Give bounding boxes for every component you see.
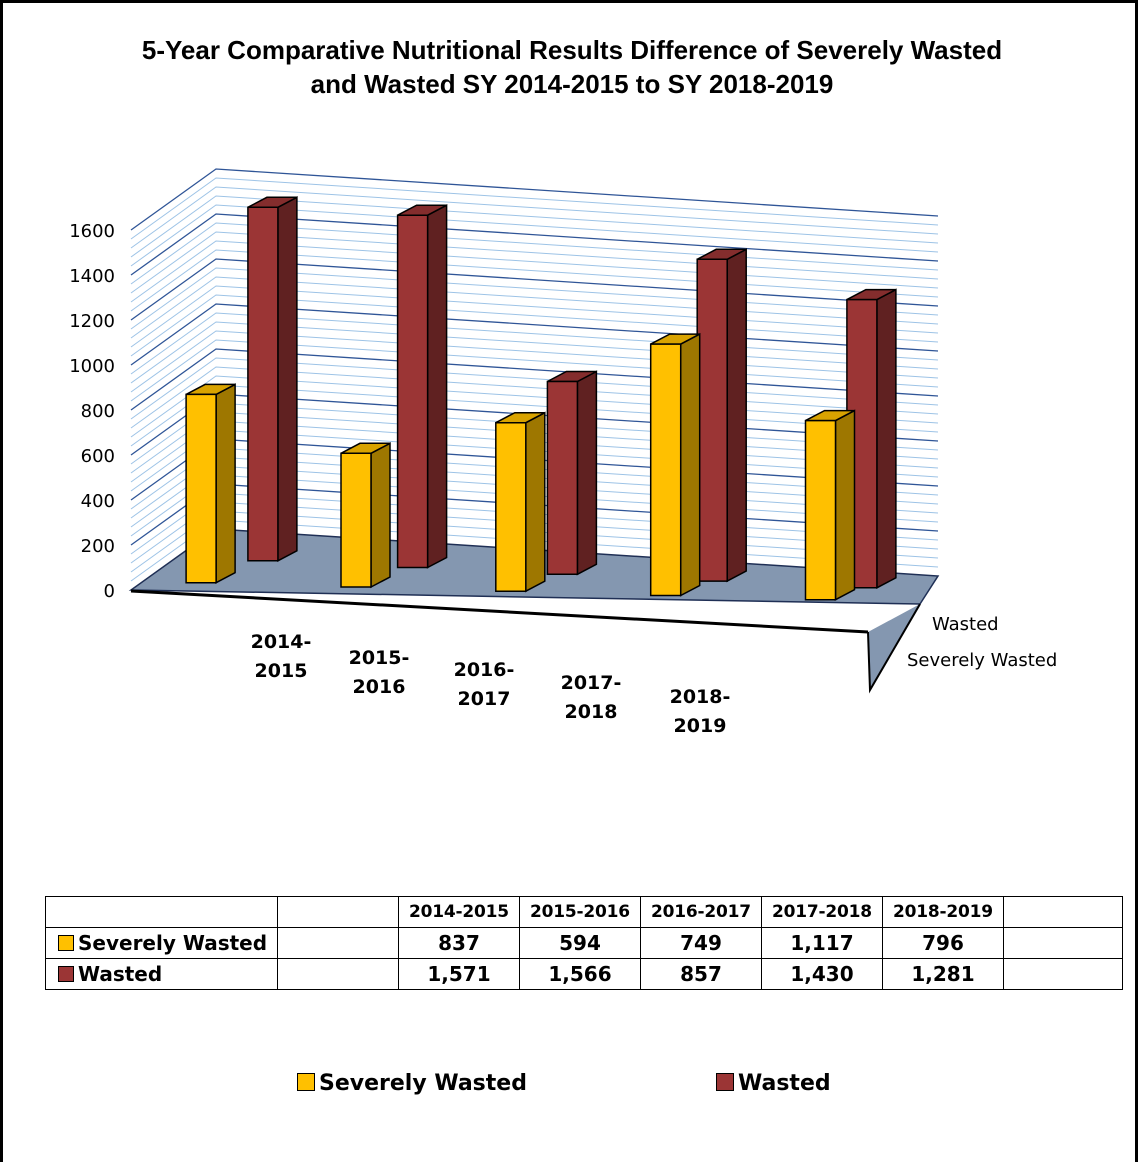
- table-cell: 1,571: [398, 958, 520, 990]
- legend-label: Wasted: [738, 1071, 831, 1096]
- severely-wasted-bar: [649, 343, 682, 597]
- minor-gridline: [130, 222, 939, 285]
- floor-right-edge: [867, 603, 921, 694]
- x-category-label: 2016: [353, 676, 406, 698]
- x-category-label: 2019: [674, 715, 727, 737]
- x-category-label: 2018: [565, 701, 618, 723]
- depth-axis-label: Severely Wasted: [907, 650, 1057, 671]
- minor-gridline: [130, 186, 939, 249]
- legend-item-wasted: Wasted: [716, 1071, 831, 1096]
- table-header-2015-2016: 2015-2016: [519, 896, 641, 928]
- y-tick-label: 600: [81, 446, 115, 467]
- y-tick-label: 1400: [69, 266, 115, 287]
- minor-gridline: [130, 177, 939, 240]
- table-cell: 1,117: [761, 927, 883, 959]
- data-table: 2014-2015 2015-2016 2016-2017 2017-2018 …: [45, 896, 1123, 990]
- severely-wasted-bar: [804, 419, 837, 601]
- severely-wasted-bar-side: [525, 411, 546, 593]
- table-cell: 594: [519, 927, 641, 959]
- table-row-label: Severely Wasted: [45, 927, 278, 959]
- wasted-bar: [696, 258, 728, 582]
- x-category-label: 2017: [458, 688, 511, 710]
- table-cell: 1,281: [882, 958, 1004, 990]
- wasted-bar: [396, 214, 429, 569]
- y-tick-label: 800: [81, 401, 115, 422]
- table-header-2014-2015: 2014-2015: [398, 896, 520, 928]
- y-tick-label: 0: [104, 581, 115, 602]
- x-category-label: 2018-: [670, 686, 731, 708]
- minor-gridline: [130, 195, 939, 258]
- table-empty-cell: [277, 958, 399, 990]
- table-row-label: Wasted: [45, 958, 278, 990]
- chart-title: 5-Year Comparative Nutritional Results D…: [3, 33, 1135, 101]
- severely-wasted-bar-side: [215, 383, 236, 584]
- table-cell: 749: [640, 927, 762, 959]
- wasted-bar-side: [726, 248, 747, 583]
- y-tick-label: 400: [81, 491, 115, 512]
- table-cell: 1,430: [761, 958, 883, 990]
- minor-gridline: [130, 204, 939, 267]
- x-category-label: 2014-: [251, 631, 312, 653]
- severely-wasted-bar-side: [679, 332, 701, 597]
- y-tick-label: 1200: [69, 311, 115, 332]
- table-corner-cell: [45, 896, 278, 928]
- table-empty-cell: [1003, 927, 1123, 959]
- severely-wasted-swatch-icon: [58, 935, 74, 951]
- chart-title-line-2: and Wasted SY 2014-2015 to SY 2018-2019: [310, 69, 834, 99]
- wasted-bar-side: [876, 288, 897, 590]
- table-empty-cell: [1003, 958, 1123, 990]
- floor-front-edge: [130, 589, 869, 634]
- severely-wasted-bar-side: [370, 442, 391, 589]
- table-empty-header-cell: [277, 896, 399, 928]
- table-cell: 796: [882, 927, 1004, 959]
- table-row-severely-wasted: Severely Wasted 837 594 749 1,117 796: [45, 927, 1123, 959]
- x-category-label: 2015: [255, 660, 308, 682]
- wasted-bar-side: [277, 196, 298, 563]
- severely-wasted-bar: [340, 452, 372, 588]
- y-tick-label: 1600: [69, 221, 115, 242]
- major-gridline: [130, 168, 939, 231]
- table-cell: 837: [398, 927, 520, 959]
- table-header-2018-2019: 2018-2019: [882, 896, 1004, 928]
- y-tick-label: 200: [81, 536, 115, 557]
- table-empty-header-cell: [1003, 896, 1123, 928]
- chart-plot-area: 0 200 400 600 800 1000 1200 1400 1600 2014- 2015 20…: [69, 168, 1057, 737]
- table-header-2016-2017: 2016-2017: [640, 896, 762, 928]
- table-empty-cell: [277, 927, 399, 959]
- severely-wasted-legend-swatch-icon: [297, 1073, 315, 1091]
- x-category-label: 2016-: [454, 659, 515, 681]
- depth-axis-label: Wasted: [932, 614, 999, 635]
- severely-wasted-bar: [185, 393, 217, 584]
- legend-item-severely-wasted: Severely Wasted: [297, 1071, 527, 1096]
- wasted-legend-swatch-icon: [716, 1073, 734, 1091]
- wasted-swatch-icon: [58, 966, 74, 982]
- x-category-label: 2017-: [561, 672, 622, 694]
- table-row-wasted: Wasted 1,571 1,566 857 1,430 1,281: [45, 958, 1123, 990]
- wasted-bar: [247, 206, 279, 562]
- table-cell: 857: [640, 958, 762, 990]
- table-cell: 1,566: [519, 958, 641, 990]
- chart-title-line-1: 5-Year Comparative Nutritional Results D…: [141, 35, 1003, 65]
- table-row-label-text: Wasted: [78, 962, 163, 986]
- legend-label: Severely Wasted: [319, 1071, 527, 1096]
- x-category-label: 2015-: [349, 647, 410, 669]
- table-header-row: 2014-2015 2015-2016 2016-2017 2017-2018 …: [45, 896, 1123, 928]
- wasted-bar-side: [576, 370, 598, 576]
- y-tick-label: 1000: [69, 356, 115, 377]
- severely-wasted-bar: [495, 421, 527, 592]
- table-row-label-text: Severely Wasted: [78, 931, 268, 955]
- table-header-2017-2018: 2017-2018: [761, 896, 883, 928]
- wasted-bar: [546, 380, 579, 576]
- wasted-bar-side: [426, 203, 448, 569]
- severely-wasted-bar-side: [834, 409, 856, 601]
- major-gridline: [130, 213, 939, 276]
